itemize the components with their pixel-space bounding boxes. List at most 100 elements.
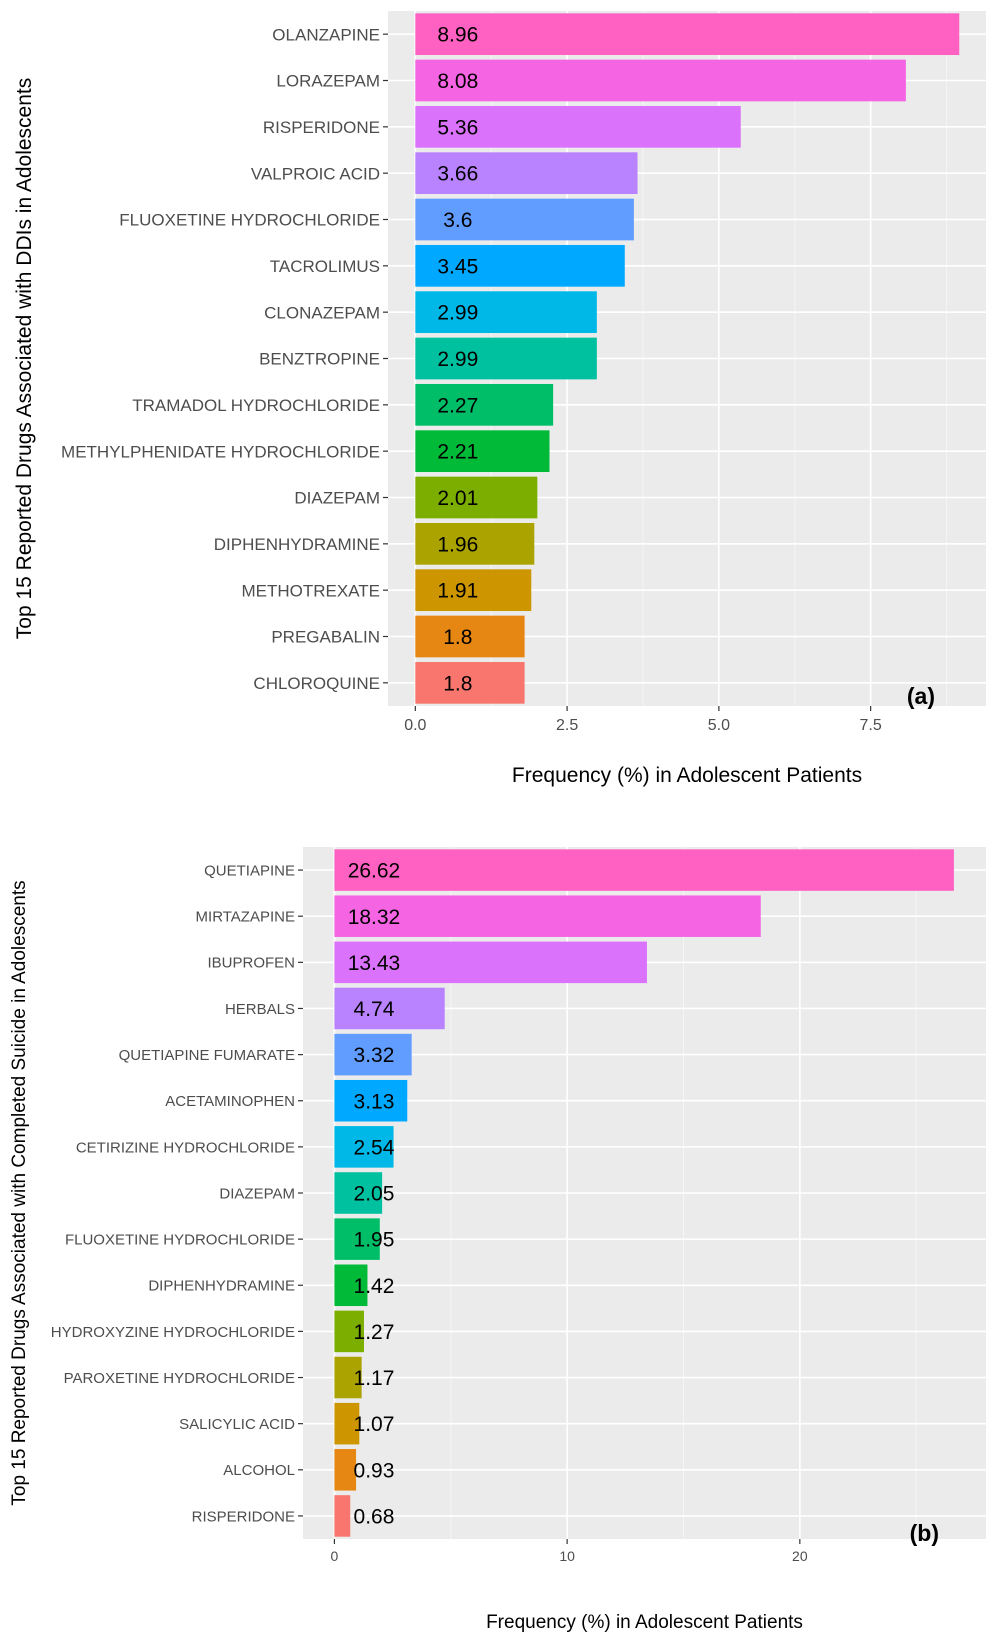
chart-b-x-tick-label: 20 [792,1548,808,1564]
chart-b-bar [334,895,761,937]
chart-a-category-label: DIAZEPAM [294,489,380,508]
chart-b-bar [334,1218,380,1260]
chart-b-data-label: 2.54 [354,1136,395,1159]
chart-b-category-label: DIAZEPAM [219,1185,295,1202]
chart-b-category-label: IBUPROFEN [207,955,295,972]
chart-a-bar [415,337,597,380]
chart-b-bar [334,1310,364,1353]
chart-a-bar [415,105,741,148]
chart-b-panel-label: (b) [910,1520,939,1546]
chart-a-bar [415,244,625,287]
chart-a-data-label: 2.21 [437,441,478,464]
chart-b-category-label: MIRTAZAPINE [196,909,295,926]
chart-b-data-label: 3.32 [354,1044,395,1067]
chart-a-category-label: TRAMADOL HYDROCHLORIDE [132,396,380,415]
chart-b-data-label: 18.32 [348,906,401,929]
chart-a-x-tick-label: 2.5 [556,717,578,734]
chart-a-y-axis-title: Top 15 Reported Drugs Associated with DD… [13,78,36,639]
chart-b-y-axis-title: Top 15 Reported Drugs Associated with Co… [9,880,30,1505]
chart-b-data-label: 0.68 [354,1505,395,1528]
chart-a-category-label: BENZTROPINE [259,350,380,369]
chart-b-x-tick-label: 10 [559,1548,575,1564]
chart-a-category-label: METHYLPHENIDATE HYDROCHLORIDE [61,442,380,461]
chart-b-svg: 26.62 QUETIAPINE 18.32 MIRTAZAPINE 13.43 IBUP… [9,847,986,1633]
chart-b-category-label: PAROXETINE HYDROCHLORIDE [64,1370,295,1387]
chart-a-bar [415,476,538,519]
chart-a-category-label: PREGABALIN [271,628,380,647]
chart-a-bar [415,569,532,612]
chart-a-category-label: OLANZAPINE [272,25,380,44]
chart-a-data-label: 3.66 [437,163,478,186]
chart-a-category-label: VALPROIC ACID [251,164,380,183]
chart-b-data-label: 1.42 [354,1275,395,1298]
chart-a-data-label: 3.45 [437,255,478,278]
chart-b-bar [334,849,954,891]
chart-a-bar [415,661,525,704]
chart-b-bar [334,1449,357,1491]
chart-a-bar [415,430,550,473]
chart-b-category-label: DIPHENHYDRAMINE [148,1278,295,1295]
chart-a-category-label: CHLOROQUINE [253,674,380,693]
chart-b-category-label: ACETAMINOPHEN [165,1093,295,1110]
chart-a-data-label: 2.99 [437,348,478,371]
chart-a-data-label: 8.96 [437,24,478,47]
chart-a-category-label: RISPERIDONE [263,118,380,137]
chart-b-data-label: 1.07 [354,1413,395,1436]
chart-a-category-label: FLUOXETINE HYDROCHLORIDE [119,211,380,230]
chart-a-data-label: 1.96 [437,533,478,556]
chart-a-bar [415,13,960,56]
chart-b-bar [334,1402,360,1445]
chart-b-x-tick-label: 0 [331,1548,339,1564]
chart-b-category-label: HERBALS [225,1001,295,1018]
chart-b-category-label: FLUOXETINE HYDROCHLORIDE [65,1232,295,1249]
chart-b-bar [334,1033,412,1076]
chart-b-bar [334,1079,408,1122]
chart-a-bar [415,615,525,658]
chart-b-data-label: 1.27 [354,1321,395,1344]
chart-a-panel-label: (a) [907,683,935,709]
chart-a-category-label: DIPHENHYDRAMINE [214,535,380,554]
chart-b-data-label: 3.13 [354,1090,395,1113]
chart-a-svg: 8.96 OLANZAPINE 8.08 LORAZEPAM 5.36 RISPERIDO… [13,11,986,787]
chart-b-category-label: ALCOHOL [223,1462,295,1479]
chart-a-category-label: METHOTREXATE [241,581,380,600]
chart-a-bar [415,59,906,102]
chart-b-bar [334,941,647,984]
chart-b-data-label: 4.74 [354,998,395,1021]
chart-a-x-tick-label: 5.0 [708,717,730,734]
chart-a-bar [415,291,597,334]
chart-a-bar [415,522,535,565]
chart-b-data-label: 0.93 [354,1459,395,1482]
chart-a-bar [415,198,634,241]
chart-a-category-label: CLONAZEPAM [264,303,380,322]
chart-a-category-label: LORAZEPAM [276,72,380,91]
chart-b-category-label: QUETIAPINE FUMARATE [119,1047,295,1064]
chart-b-data-label: 13.43 [348,952,401,975]
chart-b-category-label: SALICYLIC ACID [179,1416,295,1433]
chart-a-data-label: 2.99 [437,302,478,325]
chart-a-bar [415,152,638,195]
chart-b-data-label: 1.17 [354,1367,395,1390]
chart-b-category-label: RISPERIDONE [192,1508,295,1525]
chart-a-category-label: TACROLIMUS [270,257,380,276]
chart-a-data-label: 1.91 [437,580,478,603]
chart-a-x-tick-label: 0.0 [404,717,426,734]
chart-a-data-label: 3.6 [443,209,472,232]
chart-b-category-label: HYDROXYZINE HYDROCHLORIDE [51,1324,295,1341]
chart-b-bar [334,1264,368,1307]
chart-b-data-label: 2.05 [354,1183,395,1206]
chart-a-x-axis-title: Frequency (%) in Adolescent Patients [512,764,862,787]
chart-panel-b: 26.62 QUETIAPINE 18.32 MIRTAZAPINE 13.43 IBUP… [0,810,1000,1646]
chart-b-category-label: QUETIAPINE [204,862,295,879]
chart-b-bar [334,1126,394,1168]
chart-a-bar [415,383,554,426]
chart-a-data-label: 5.36 [437,116,478,139]
chart-b-bar [334,1172,383,1214]
chart-b-data-label: 26.62 [348,860,401,883]
chart-a-data-label: 1.8 [443,672,472,695]
chart-a-data-label: 8.08 [437,70,478,93]
chart-a-x-tick-label: 7.5 [860,717,882,734]
chart-b-category-label: CETIRIZINE HYDROCHLORIDE [76,1139,295,1156]
chart-b-data-label: 1.95 [354,1229,395,1252]
chart-b-bar [334,1356,362,1399]
